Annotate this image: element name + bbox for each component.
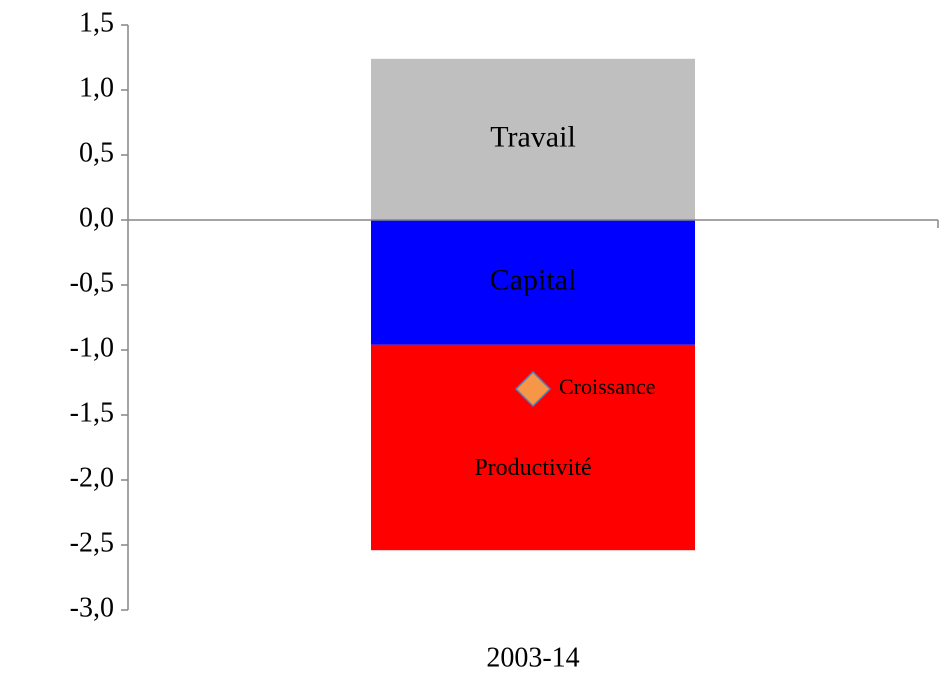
y-tick-label: 1,5: [79, 7, 114, 38]
y-tick-label: -0,5: [70, 267, 114, 298]
y-tick-label: -3,0: [70, 592, 114, 623]
segment-label: Productivité: [474, 455, 591, 481]
segment-label: Capital: [490, 263, 577, 296]
y-tick-label: -1,0: [70, 332, 114, 363]
y-tick-label: -1,5: [70, 397, 114, 428]
y-tick-label: 1,0: [79, 72, 114, 103]
y-tick-label: -2,0: [70, 462, 114, 493]
bar-segment: [371, 58, 695, 220]
bar-segment: [371, 220, 695, 345]
y-tick-label: 0,5: [79, 137, 114, 168]
y-tick-label: 0,0: [79, 202, 114, 233]
segment-label: Travail: [490, 120, 576, 153]
marker-label: Croissance: [559, 374, 656, 399]
y-tick-label: -2,5: [70, 527, 114, 558]
x-tick-label: 2003-14: [486, 642, 579, 673]
marker: [514, 370, 552, 408]
